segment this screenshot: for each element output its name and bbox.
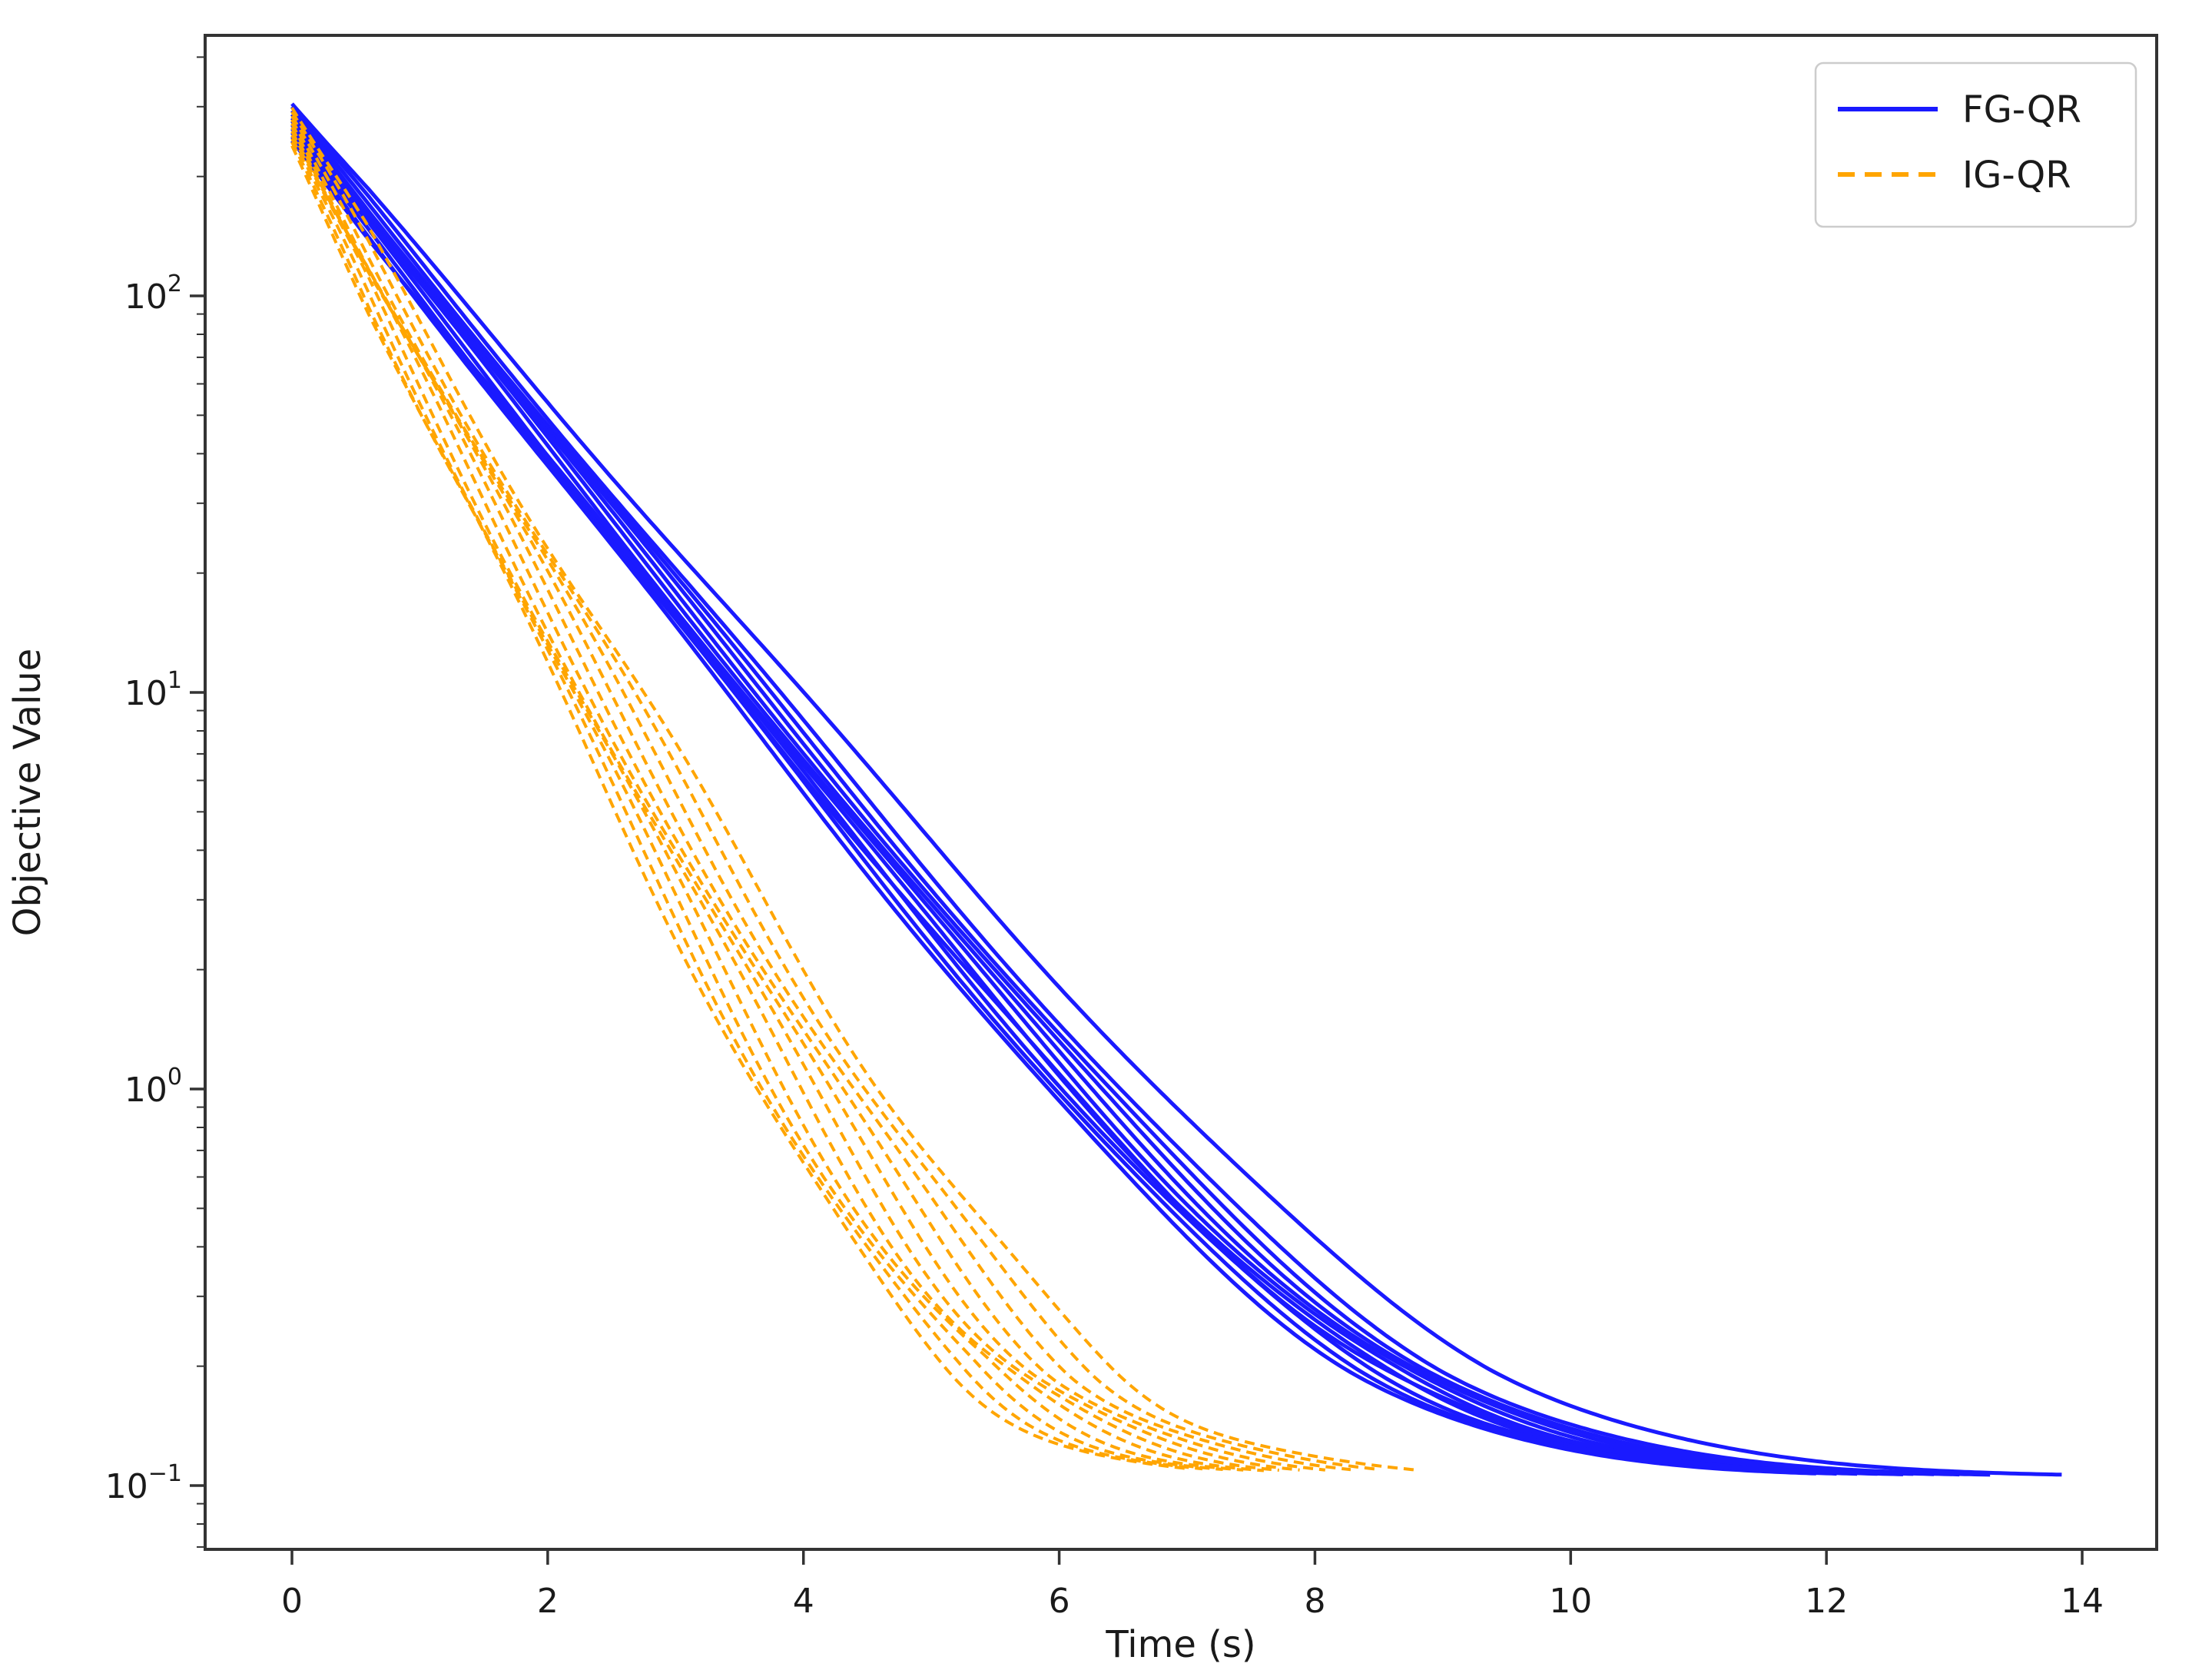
fg-qr-curve <box>290 119 1893 1476</box>
y-tick-label: 10−1 <box>105 1460 182 1506</box>
y-tick-label: 100 <box>124 1064 182 1110</box>
legend-label-fg-qr: FG-QR <box>1962 88 2081 131</box>
ig-qr-curve <box>290 126 1279 1472</box>
x-axis-label: Time (s) <box>1105 1623 1255 1666</box>
x-tick-label: 8 <box>1304 1582 1325 1621</box>
fg-qr-curve <box>290 109 1960 1477</box>
fg-qr-curve <box>290 113 1935 1476</box>
x-tick-label: 12 <box>1805 1582 1848 1621</box>
y-tick-label: 101 <box>124 667 182 713</box>
ig-qr-curve <box>290 111 1377 1471</box>
x-tick-label: 4 <box>793 1582 814 1621</box>
ig-qr-curve <box>290 134 1244 1472</box>
legend-box <box>1814 61 2137 228</box>
plot-frame <box>204 34 2158 1551</box>
fg-qr-curve <box>290 102 2062 1477</box>
ig-qr-curve <box>290 138 1223 1471</box>
x-tick-label: 10 <box>1549 1582 1592 1621</box>
x-tick-label: 6 <box>1049 1582 1070 1621</box>
ig-qr-curve <box>290 130 1265 1472</box>
ig-qr-curve <box>290 118 1326 1472</box>
x-tick-label: 0 <box>281 1582 303 1621</box>
legend: FG-QR IG-QR <box>1814 61 2137 228</box>
legend-label-ig-qr: IG-QR <box>1962 154 2071 197</box>
fg-qr-curve <box>290 139 1904 1476</box>
fg-qr-curves <box>290 102 2062 1477</box>
y-tick-label: 102 <box>124 271 182 317</box>
fg-qr-curve <box>290 127 1858 1476</box>
ig-qr-curves <box>290 107 1418 1472</box>
ig-qr-curve <box>290 141 1203 1471</box>
ig-qr-curve <box>290 107 1418 1472</box>
fg-qr-curve <box>290 135 1816 1476</box>
fg-qr-curve <box>290 123 1878 1476</box>
fg-qr-curve <box>290 131 1837 1476</box>
y-axis-label: Objective Value <box>6 649 49 937</box>
fg-qr-curve <box>290 116 1914 1476</box>
ig-qr-curve <box>290 144 1188 1470</box>
x-tick-label: 2 <box>537 1582 559 1621</box>
ig-qr-curve <box>290 122 1300 1472</box>
fg-qr-curve <box>290 105 1991 1477</box>
x-tick-label: 14 <box>2061 1582 2104 1621</box>
